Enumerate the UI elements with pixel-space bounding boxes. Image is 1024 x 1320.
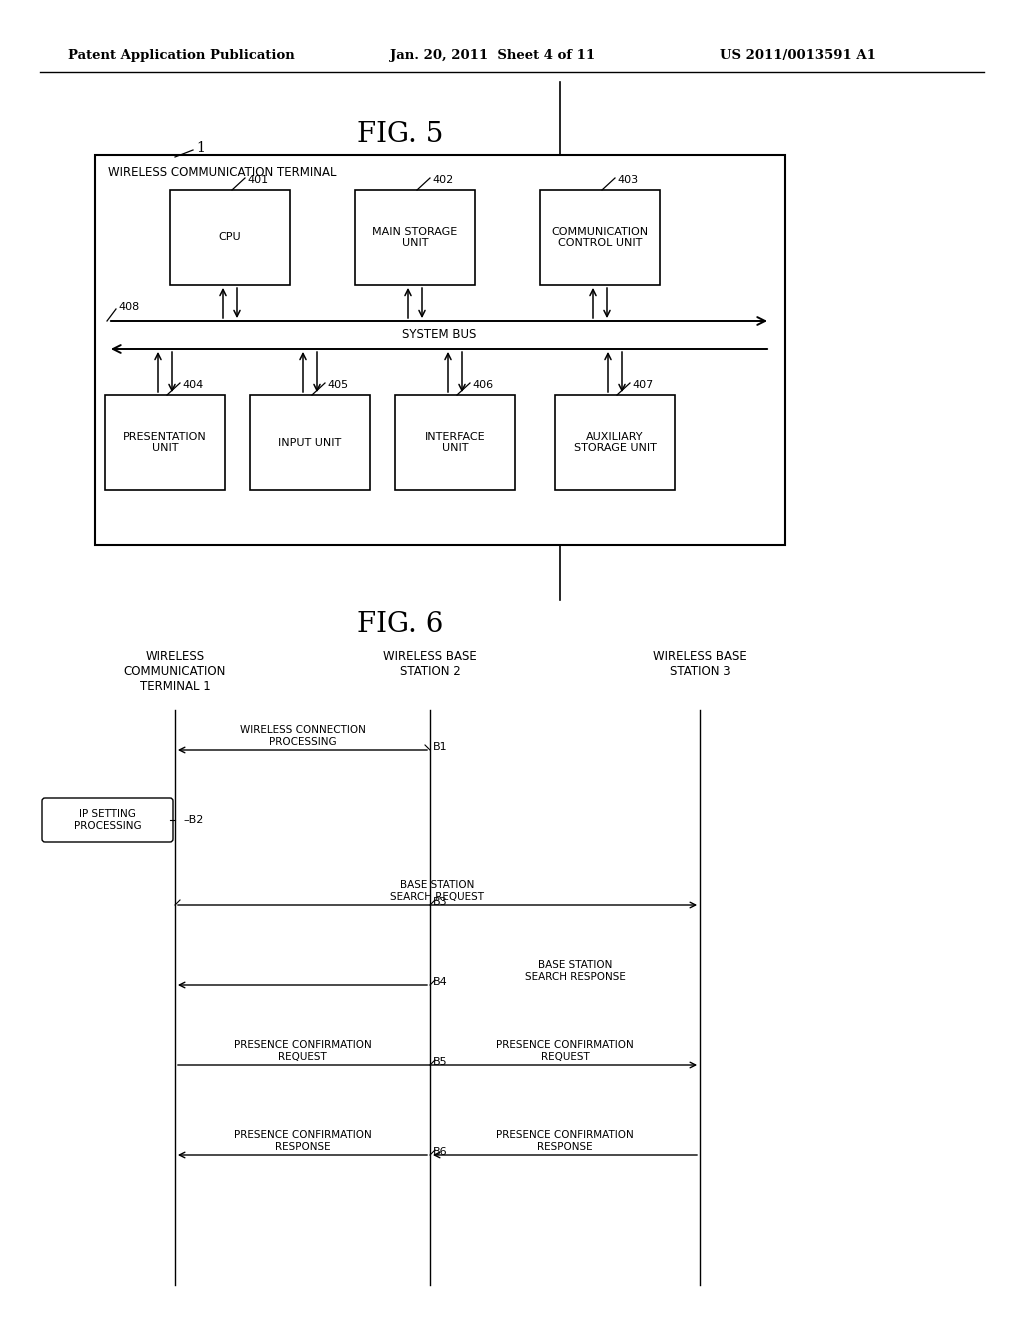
Text: PRESENCE CONFIRMATION
REQUEST: PRESENCE CONFIRMATION REQUEST [233, 1040, 372, 1061]
Text: COMMUNICATION
CONTROL UNIT: COMMUNICATION CONTROL UNIT [552, 227, 648, 248]
Bar [170, 190, 290, 285]
Text: WIRELESS BASE
STATION 2: WIRELESS BASE STATION 2 [383, 649, 477, 678]
Text: WIRELESS CONNECTION
PROCESSING: WIRELESS CONNECTION PROCESSING [240, 725, 366, 747]
Text: AUXILIARY
STORAGE UNIT: AUXILIARY STORAGE UNIT [573, 432, 656, 453]
Text: WIRELESS COMMUNICATION TERMINAL: WIRELESS COMMUNICATION TERMINAL [108, 165, 337, 178]
Text: B3: B3 [433, 898, 447, 907]
Text: 407: 407 [632, 380, 653, 389]
Text: 401: 401 [247, 176, 268, 185]
Text: PRESENCE CONFIRMATION
RESPONSE: PRESENCE CONFIRMATION RESPONSE [233, 1130, 372, 1152]
Text: 405: 405 [327, 380, 348, 389]
Text: PRESENTATION
UNIT: PRESENTATION UNIT [123, 432, 207, 453]
Text: WIRELESS
COMMUNICATION
TERMINAL 1: WIRELESS COMMUNICATION TERMINAL 1 [124, 649, 226, 693]
Bar [540, 190, 660, 285]
Text: 403: 403 [617, 176, 638, 185]
Text: FIG. 5: FIG. 5 [356, 121, 443, 149]
Text: PRESENCE CONFIRMATION
REQUEST: PRESENCE CONFIRMATION REQUEST [496, 1040, 634, 1061]
Text: WIRELESS BASE
STATION 3: WIRELESS BASE STATION 3 [653, 649, 746, 678]
Bar [95, 154, 785, 545]
Text: BASE STATION
SEARCH RESPONSE: BASE STATION SEARCH RESPONSE [524, 960, 626, 982]
Text: 406: 406 [472, 380, 494, 389]
Bar [250, 395, 370, 490]
Text: IP SETTING
PROCESSING: IP SETTING PROCESSING [74, 809, 141, 830]
Text: BASE STATION
SEARCH REQUEST: BASE STATION SEARCH REQUEST [390, 880, 484, 902]
FancyBboxPatch shape [42, 799, 173, 842]
Text: 408: 408 [118, 302, 139, 312]
Text: B5: B5 [433, 1057, 447, 1067]
Text: B6: B6 [433, 1147, 447, 1158]
Text: 1: 1 [196, 141, 205, 154]
Text: MAIN STORAGE
UNIT: MAIN STORAGE UNIT [373, 227, 458, 248]
Bar [555, 395, 675, 490]
Text: SYSTEM BUS: SYSTEM BUS [401, 329, 476, 342]
Text: US 2011/0013591 A1: US 2011/0013591 A1 [720, 49, 876, 62]
Text: –B2: –B2 [183, 814, 204, 825]
Text: PRESENCE CONFIRMATION
RESPONSE: PRESENCE CONFIRMATION RESPONSE [496, 1130, 634, 1152]
Text: 402: 402 [432, 176, 454, 185]
Bar [105, 395, 225, 490]
Text: INTERFACE
UNIT: INTERFACE UNIT [425, 432, 485, 453]
Bar [355, 190, 475, 285]
Text: FIG. 6: FIG. 6 [356, 611, 443, 639]
Text: Jan. 20, 2011  Sheet 4 of 11: Jan. 20, 2011 Sheet 4 of 11 [390, 49, 595, 62]
Bar [395, 395, 515, 490]
Text: B1: B1 [433, 742, 447, 752]
Text: INPUT UNIT: INPUT UNIT [279, 437, 342, 447]
Text: CPU: CPU [219, 232, 242, 243]
Text: B4: B4 [433, 977, 447, 987]
Text: 404: 404 [182, 380, 203, 389]
Text: Patent Application Publication: Patent Application Publication [68, 49, 295, 62]
